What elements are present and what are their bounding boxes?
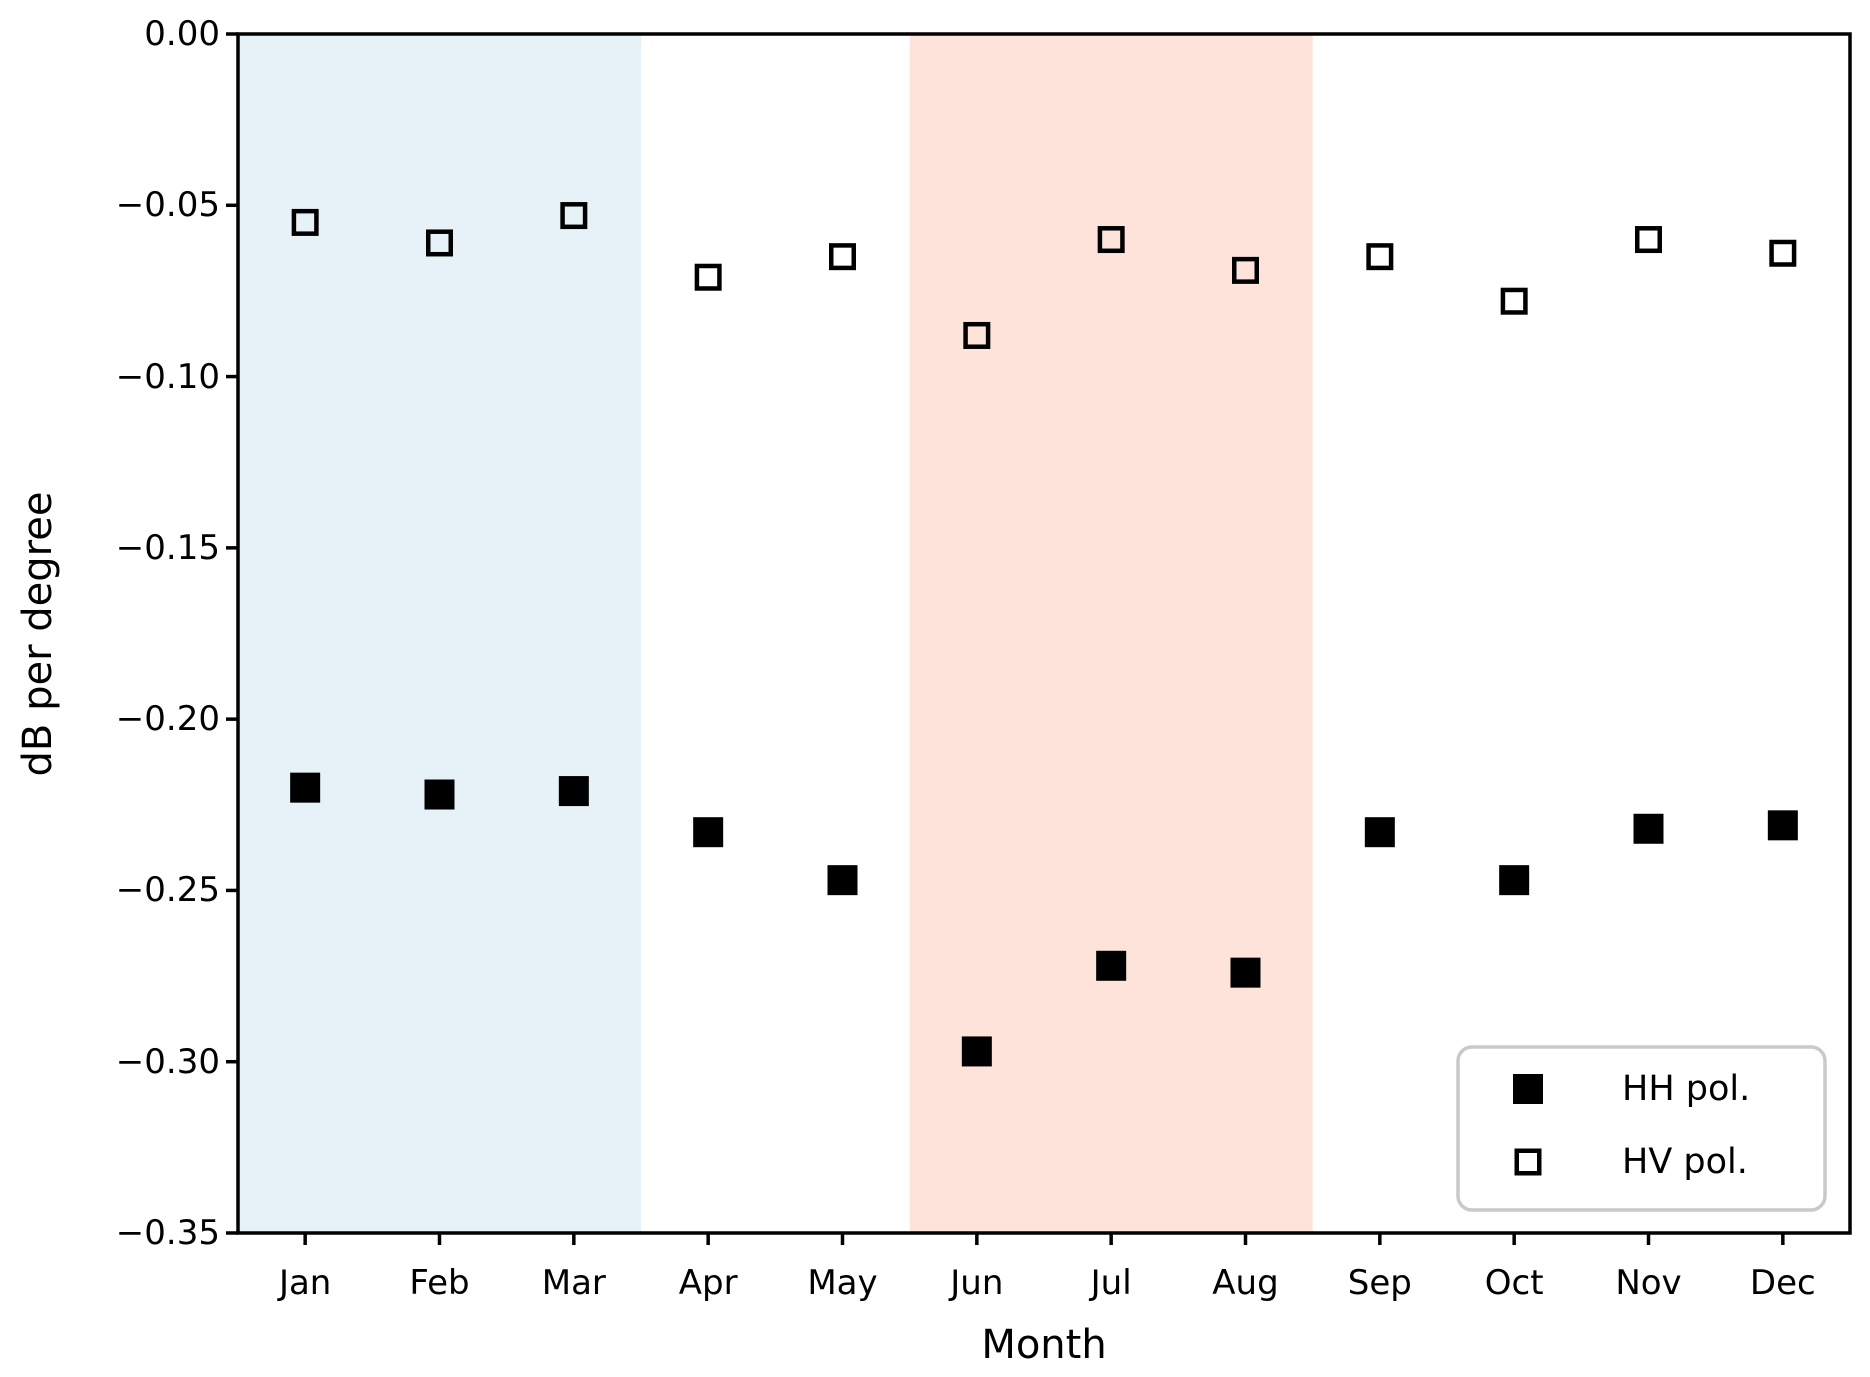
hv-marker — [694, 263, 722, 291]
hh-marker — [558, 776, 589, 807]
x-tick-label: Sep — [1347, 1263, 1412, 1303]
hh-marker — [1096, 950, 1127, 981]
x-tick-label: Jun — [950, 1263, 1004, 1303]
legend-label-hh: HH pol. — [1622, 1069, 1751, 1109]
x-tick-label: Apr — [678, 1263, 738, 1303]
x-tick-label: Feb — [409, 1263, 470, 1303]
hv-marker — [1097, 226, 1125, 254]
hv-marker — [1232, 256, 1259, 284]
hh-marker — [424, 779, 455, 810]
y-tick-label: −0.05 — [115, 185, 220, 226]
hv-marker — [426, 229, 453, 257]
hh-marker — [961, 1036, 992, 1067]
plot-border — [236, 32, 1852, 1235]
summer-shading — [909, 34, 1313, 1233]
x-tick-label: Mar — [541, 1263, 606, 1303]
x-tick-label: May — [807, 1263, 878, 1303]
y-tick-label: −0.15 — [115, 527, 220, 568]
x-tick-label: Aug — [1212, 1263, 1279, 1303]
hv-marker — [291, 208, 319, 236]
hv-marker — [1500, 287, 1528, 315]
hv-marker — [1366, 243, 1394, 271]
y-axis-label: dB per degree — [15, 491, 61, 777]
winter-shading — [238, 34, 641, 1233]
hv-marker — [829, 243, 856, 271]
legend-label-hv: HV pol. — [1622, 1142, 1748, 1182]
y-tick-label: −0.10 — [115, 356, 220, 397]
x-tick-label: Jul — [1090, 1263, 1132, 1303]
x-tick-label: Jan — [278, 1263, 332, 1303]
x-tick-label: Dec — [1749, 1263, 1816, 1303]
y-tick-label: −0.35 — [115, 1213, 220, 1253]
x-axis-label: Month — [981, 1322, 1107, 1368]
hh-marker — [1499, 865, 1530, 896]
hh-marker — [1767, 810, 1798, 841]
hv-marker — [1769, 239, 1797, 267]
y-tick-label: −0.25 — [115, 870, 220, 911]
y-tick-label: −0.30 — [115, 1041, 220, 1082]
hh-marker — [1364, 817, 1395, 848]
x-tick-label: Nov — [1615, 1263, 1682, 1303]
hh-marker — [1230, 957, 1261, 988]
hh-marker — [693, 817, 724, 848]
hv-marker — [560, 202, 588, 230]
x-tick-label: Oct — [1484, 1263, 1544, 1303]
hh-marker — [290, 772, 321, 803]
legend-box — [1456, 1045, 1827, 1212]
hh-marker — [827, 865, 858, 896]
legend-marker-hv — [1514, 1148, 1542, 1176]
hh-marker — [1633, 813, 1664, 844]
hv-marker — [1635, 226, 1662, 254]
hv-marker — [963, 321, 991, 349]
legend-marker-hh — [1513, 1074, 1543, 1104]
y-tick-label: −0.20 — [115, 699, 220, 740]
y-tick-label: 0.00 — [144, 14, 220, 54]
